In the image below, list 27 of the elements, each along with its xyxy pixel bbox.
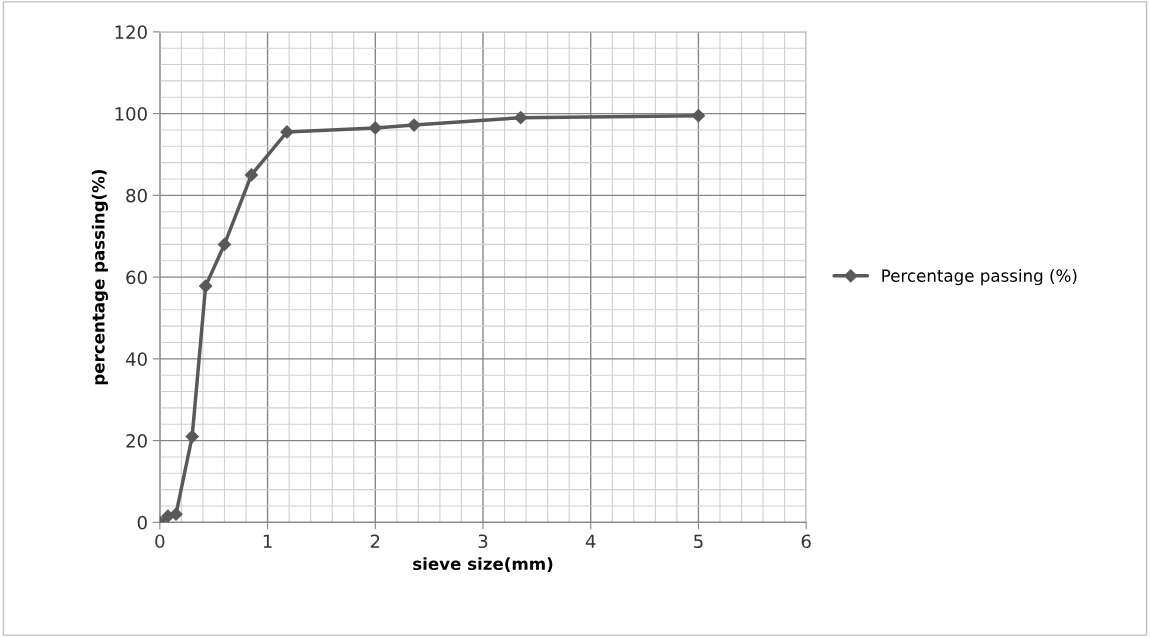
y-tick-label: 40	[125, 352, 147, 366]
point	[407, 118, 421, 132]
y-tick-label: 60	[126, 270, 147, 285]
point	[217, 237, 232, 251]
x-tick-label: 0	[155, 534, 165, 549]
x-tick-label: 2	[370, 534, 380, 548]
legend-label: Percentage passing (%)	[882, 269, 1077, 286]
point	[368, 121, 382, 135]
y-tick-label: 80	[126, 188, 147, 203]
point	[244, 168, 258, 182]
x-tick-label: 1	[263, 534, 272, 548]
point	[280, 125, 294, 139]
y-tick-label: 0	[137, 515, 147, 530]
x-tick-label: 3	[478, 534, 488, 549]
y-tick-label: 20	[126, 434, 147, 448]
point	[185, 429, 199, 444]
point	[514, 111, 528, 125]
y-axis-title: percentage passing(%)	[91, 169, 109, 385]
y-tick-label: 120	[115, 25, 147, 39]
x-axis-title: sieve size(mm)	[413, 557, 553, 573]
x-tick-label: 5	[694, 534, 703, 549]
y-tick-label: 100	[115, 107, 147, 121]
point	[691, 109, 706, 123]
point	[169, 507, 183, 521]
x-tick-label: 6	[801, 534, 811, 549]
point	[199, 279, 213, 293]
x-tick-label: 4	[585, 534, 596, 548]
